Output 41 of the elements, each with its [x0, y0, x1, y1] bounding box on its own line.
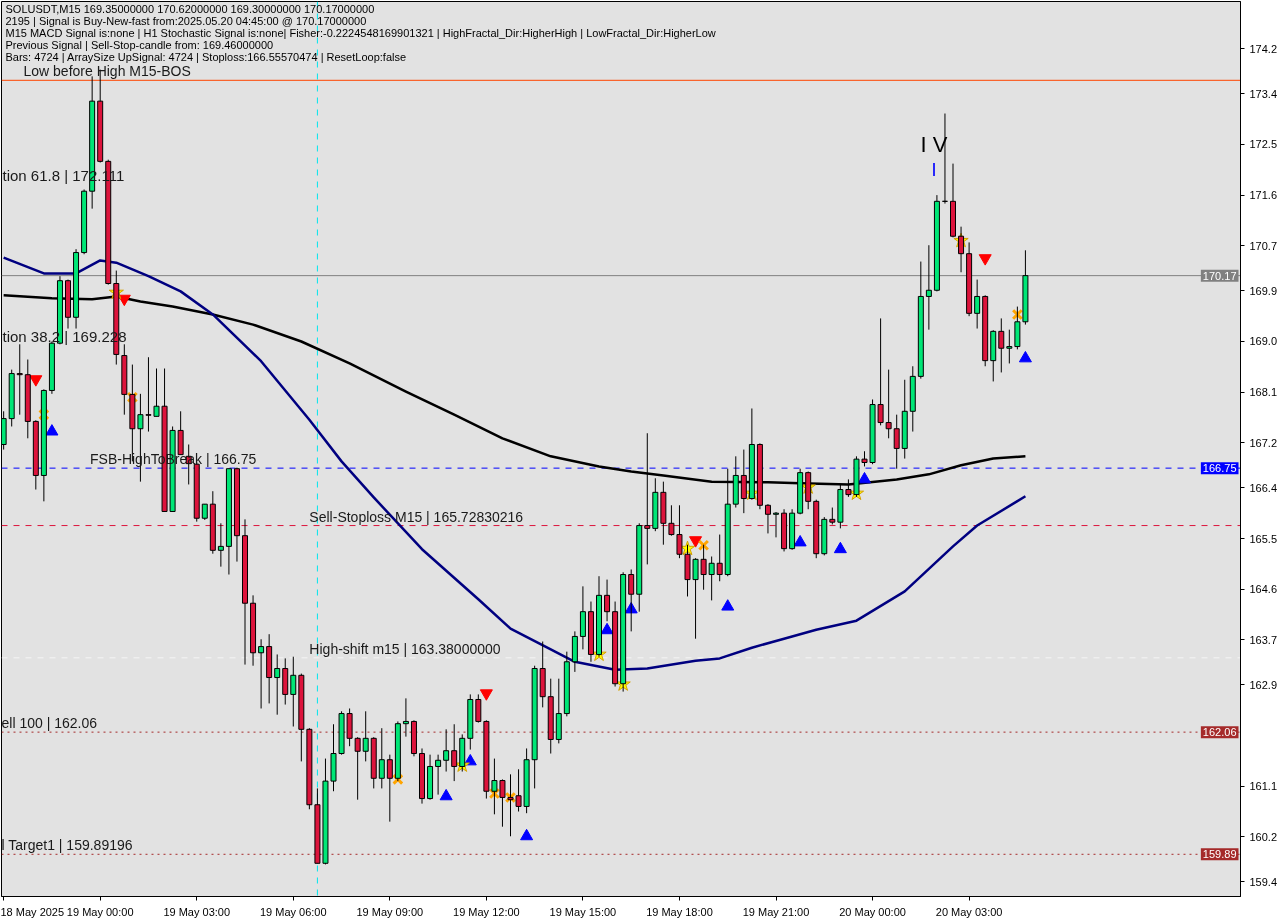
y-tick-label: 173.4 [1249, 87, 1278, 100]
y-tick-label: 168.1 [1249, 386, 1278, 399]
text: 2195 | Signal is Buy-New-fast from:2025.05.20 04:45:00 @ 170.17000000 M15 MACD Signal is:none | H1 Stochastic Signal is:none| Fisher:-0.2224548169901321 | HighFractal_Dir:HigherHigh | LowFractal_Dir:HigherLow Previous Signal | Sell-Stop-candle from: 169.46000000 Bars: 4724 | ArraySize UpSignal: 4724 | Stoploss:166.55570474 | ResetLoop:false [5, 14, 716, 63]
annotation: Sell-Stoploss M15 | 165.72830216 [309, 508, 524, 525]
annotation: I [931, 159, 937, 180]
y-tick-label: 171.6 [1249, 189, 1278, 202]
y-tick-label: 160.2 [1249, 830, 1278, 843]
x-tick-label: 19 May 00:00 [66, 905, 134, 918]
x-tick-label: 20 May 00:00 [839, 905, 906, 918]
y-tick-label: 163.7 [1249, 633, 1278, 646]
y-tick-label: 166.4 [1249, 481, 1278, 494]
y-tick-label: 162.9 [1249, 678, 1278, 691]
ref-line-label: 166.75 [1202, 462, 1237, 475]
annotation: ell 100 | 162.06 [1, 715, 98, 732]
x-tick-label: 19 May 18:00 [646, 905, 713, 918]
x-tick-label: 19 May 15:00 [549, 905, 617, 918]
annotation: Low before High M15-BOS [23, 63, 191, 80]
x-tick-label: 19 May 12:00 [453, 905, 520, 918]
annotation: I V [920, 132, 948, 157]
annotation: High-shift m15 | 163.38000000 [309, 640, 501, 657]
y-tick-label: 170.7 [1249, 239, 1278, 252]
y-tick-label: 169.0 [1249, 335, 1278, 348]
x-tick-label: 19 May 09:00 [356, 905, 424, 918]
y-tick-label: 164.6 [1249, 583, 1278, 596]
y-tick-label: 172.5 [1249, 138, 1278, 151]
x-tick-label: 19 May 06:00 [259, 905, 327, 918]
x-tick-label: 20 May 03:00 [935, 905, 1003, 918]
y-tick-label: 174.2 [1249, 42, 1278, 55]
y-tick-label: 165.5 [1249, 532, 1278, 545]
x-tick-label: 19 May 03:00 [163, 905, 231, 918]
y-tick-label: 159.4 [1249, 875, 1278, 888]
ref-line-label: 159.89 [1202, 848, 1237, 861]
x-tick-label: 19 May 21:00 [742, 905, 810, 918]
ref-line-label: 170.17 [1202, 269, 1237, 282]
y-tick-label: 169.9 [1249, 284, 1278, 297]
ref-line-label: 162.06 [1202, 726, 1237, 739]
annotation: l Target1 | 159.89196 [1, 837, 133, 854]
x-tick-label: 18 May 2025 [0, 905, 65, 918]
y-tick-label: 161.1 [1249, 780, 1278, 793]
y-tick-label: 167.2 [1249, 436, 1278, 449]
chart-title: SOLUSDT,M15 169.35000000 170.62000000 169.30000000 170.17000000 [5, 2, 375, 15]
